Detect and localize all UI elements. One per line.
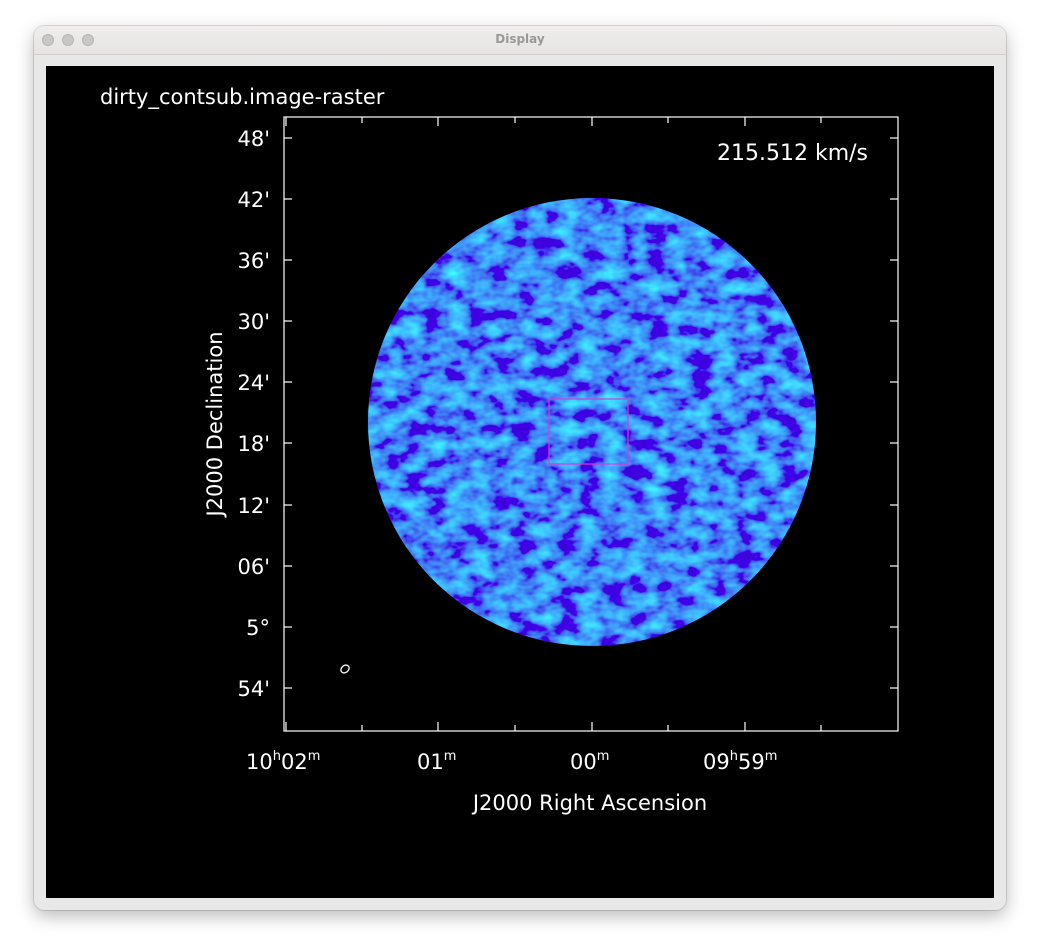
y-tick-labels: 48' 42' 36' 30' 24' 18' 12' 06' 5° 54': [238, 127, 271, 701]
x-tick-label: 00m: [570, 749, 609, 774]
y-axis-title: J2000 Declination: [203, 331, 227, 518]
region-selection-box[interactable]: [548, 398, 629, 465]
y-tick-label: 30': [238, 310, 271, 334]
plot-frame: [283, 116, 899, 732]
y-tick-label: 06': [238, 555, 271, 579]
x-tick-label: 09h59m: [703, 749, 777, 774]
x-tick-label: 10h02m: [246, 749, 320, 774]
minimize-window-button[interactable]: [62, 34, 74, 46]
y-tick-label: 5°: [246, 616, 270, 640]
y-tick-label: 36': [238, 249, 271, 273]
display-canvas[interactable]: dirty_contsub.image-raster 215.512 km/s: [46, 66, 994, 898]
close-window-button[interactable]: [42, 34, 54, 46]
zoom-window-button[interactable]: [82, 34, 94, 46]
y-tick-label: 54': [238, 677, 271, 701]
y-tick-label: 12': [238, 494, 271, 518]
x-tick-label: 01m: [417, 749, 456, 774]
y-tick-label: 42': [238, 188, 271, 212]
y-tick-label: 48': [238, 127, 271, 151]
y-tick-label: 24': [238, 371, 271, 395]
x-tick-labels: 10h02m 01m 00m 09h59m: [246, 749, 777, 774]
x-axis-ticks: [285, 117, 822, 731]
y-tick-label: 18': [238, 432, 271, 456]
x-axis-title: J2000 Right Ascension: [471, 791, 707, 815]
image-name-label: dirty_contsub.image-raster: [100, 85, 385, 110]
beam-ellipse: [340, 664, 350, 674]
display-window: Display dirty_contsub.image-raster: [34, 26, 1006, 910]
title-bar[interactable]: Display: [34, 26, 1006, 55]
y-axis-ticks: [284, 137, 898, 689]
window-title: Display: [495, 32, 545, 46]
sky-image-plot[interactable]: dirty_contsub.image-raster 215.512 km/s: [46, 66, 994, 898]
velocity-label: 215.512 km/s: [717, 141, 868, 166]
raster-disk[interactable]: [368, 198, 816, 646]
